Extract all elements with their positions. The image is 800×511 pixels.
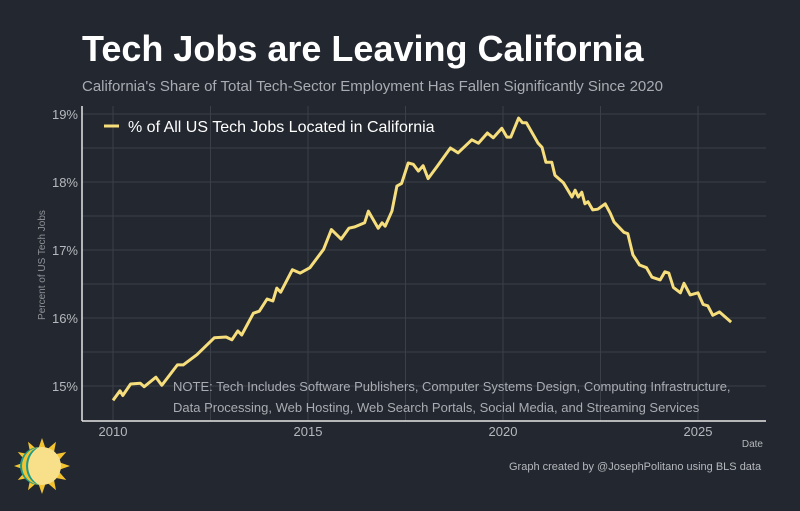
sun-icon — [14, 438, 70, 494]
grid — [82, 106, 766, 421]
sun-ray — [38, 438, 46, 449]
y-tick-label: 18% — [52, 175, 78, 190]
page-title: Tech Jobs are Leaving California — [82, 28, 644, 69]
annotation-line-1: NOTE: Tech Includes Software Publishers,… — [173, 379, 731, 394]
y-tick-labels: 15% 16% 17% 18% 19% — [52, 107, 78, 394]
y-tick-label: 17% — [52, 243, 78, 258]
legend-label: % of All US Tech Jobs Located in Califor… — [128, 119, 435, 136]
y-tick-label: 16% — [52, 311, 78, 326]
x-axis-label: Date — [742, 439, 764, 450]
x-tick-label: 2025 — [684, 424, 713, 439]
x-tick-labels: 2010 2015 2020 2025 — [99, 424, 713, 439]
y-tick-label: 15% — [52, 379, 78, 394]
x-tick-label: 2015 — [294, 424, 323, 439]
sun-ray — [38, 483, 46, 494]
y-tick-label: 19% — [52, 107, 78, 122]
series-line-california-share — [111, 116, 733, 402]
y-axis-label: Percent of US Tech Jobs — [37, 210, 48, 320]
x-tick-label: 2020 — [489, 424, 518, 439]
page-subtitle: California's Share of Total Tech-Sector … — [82, 78, 663, 95]
sun-ray — [59, 462, 70, 470]
annotation-line-2: Data Processing, Web Hosting, Web Search… — [173, 400, 700, 415]
source-credit: Graph created by @JosephPolitano using B… — [509, 461, 762, 473]
x-tick-label: 2010 — [99, 424, 128, 439]
